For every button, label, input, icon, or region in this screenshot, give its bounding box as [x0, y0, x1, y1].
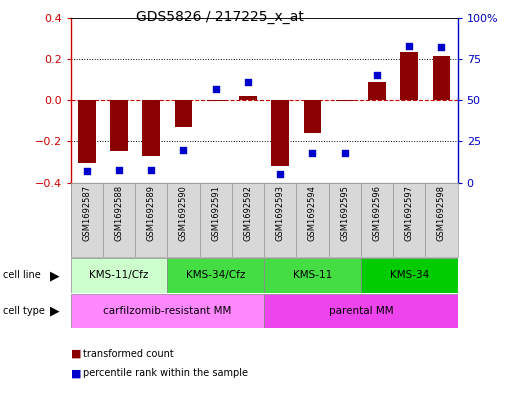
Bar — [393, 183, 425, 257]
Bar — [304, 100, 321, 133]
Bar — [328, 183, 361, 257]
Text: GDS5826 / 217225_x_at: GDS5826 / 217225_x_at — [136, 10, 303, 24]
Text: ▶: ▶ — [50, 269, 60, 282]
Point — [373, 72, 381, 79]
Text: cell line: cell line — [3, 270, 40, 281]
Bar — [78, 100, 96, 163]
Text: GSM1692590: GSM1692590 — [179, 185, 188, 241]
Bar — [401, 52, 418, 100]
Bar — [71, 258, 167, 293]
Text: GSM1692591: GSM1692591 — [211, 185, 220, 241]
Bar — [361, 258, 458, 293]
Text: parental MM: parental MM — [328, 306, 393, 316]
Bar — [264, 294, 458, 328]
Bar — [297, 183, 328, 257]
Bar — [103, 183, 135, 257]
Text: KMS-11/Cfz: KMS-11/Cfz — [89, 270, 149, 281]
Bar — [71, 294, 264, 328]
Bar — [110, 100, 128, 151]
Bar — [142, 100, 160, 156]
Bar — [336, 100, 354, 101]
Text: percentile rank within the sample: percentile rank within the sample — [83, 368, 247, 378]
Text: GSM1692595: GSM1692595 — [340, 185, 349, 241]
Text: GSM1692596: GSM1692596 — [372, 185, 381, 241]
Text: GSM1692593: GSM1692593 — [276, 185, 285, 241]
Point — [437, 44, 446, 51]
Point — [276, 171, 285, 178]
Bar — [200, 183, 232, 257]
Bar — [135, 183, 167, 257]
Text: ■: ■ — [71, 349, 81, 359]
Bar — [264, 258, 361, 293]
Text: GSM1692598: GSM1692598 — [437, 185, 446, 241]
Point — [309, 150, 317, 156]
Point — [405, 42, 413, 49]
Point — [340, 150, 349, 156]
Text: GSM1692597: GSM1692597 — [405, 185, 414, 241]
Text: GSM1692594: GSM1692594 — [308, 185, 317, 241]
Point — [211, 86, 220, 92]
Text: GSM1692587: GSM1692587 — [82, 185, 91, 241]
Text: carfilzomib-resistant MM: carfilzomib-resistant MM — [103, 306, 232, 316]
Text: GSM1692588: GSM1692588 — [115, 185, 123, 241]
Text: KMS-34: KMS-34 — [390, 270, 429, 281]
Text: ▶: ▶ — [50, 304, 60, 318]
Text: cell type: cell type — [3, 306, 44, 316]
Bar — [167, 258, 264, 293]
Point — [244, 79, 252, 85]
Bar — [264, 183, 297, 257]
Bar — [433, 56, 450, 100]
Point — [179, 147, 188, 153]
Bar — [425, 183, 458, 257]
Point — [147, 166, 155, 173]
Bar — [239, 96, 257, 100]
Text: GSM1692592: GSM1692592 — [244, 185, 253, 241]
Bar — [361, 183, 393, 257]
Bar — [271, 100, 289, 166]
Point — [115, 166, 123, 173]
Text: KMS-34/Cfz: KMS-34/Cfz — [186, 270, 245, 281]
Bar — [207, 100, 224, 101]
Bar — [175, 100, 192, 127]
Bar — [167, 183, 200, 257]
Text: GSM1692589: GSM1692589 — [147, 185, 156, 241]
Text: transformed count: transformed count — [83, 349, 174, 359]
Bar — [368, 82, 386, 100]
Text: KMS-11: KMS-11 — [293, 270, 332, 281]
Bar — [71, 183, 103, 257]
Point — [83, 168, 91, 174]
Bar — [232, 183, 264, 257]
Text: ■: ■ — [71, 368, 81, 378]
